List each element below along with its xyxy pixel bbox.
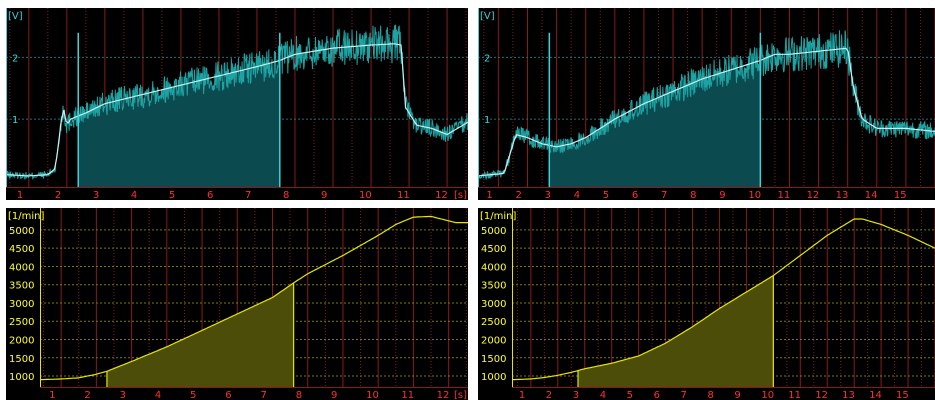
x-tick-label: 1 — [519, 390, 525, 400]
x-tick-label: 12 — [815, 390, 828, 400]
y-tick-label: 4000 — [9, 262, 34, 273]
y-tick-label: 1500 — [481, 354, 506, 365]
shaded-area — [78, 45, 280, 187]
y-tick-label: 2000 — [481, 336, 506, 347]
x-tick-label: 7 — [681, 390, 687, 400]
x-tick-label: 8 — [296, 390, 302, 400]
x-tick-label: 9 — [734, 390, 740, 400]
rpm-chart-left: 1 2 3 4 5 6 7 8 9 10 11 12 [s] 1000 1500 2000 2500 3000 35… — [6, 208, 468, 400]
rpm-line — [39, 215, 468, 381]
voltage-average-line — [6, 43, 468, 177]
y-tick-label: 1500 — [9, 354, 34, 365]
x-tick-label: 15 — [896, 390, 909, 400]
x-tick-label: 5 — [190, 390, 196, 400]
y-unit-label: [1/min] — [8, 211, 44, 222]
x-tick-label: 1 — [486, 190, 492, 200]
x-tick-label: 4 — [600, 390, 606, 400]
voltage-raw-line — [478, 30, 935, 182]
voltage-chart-right: 1 2 3 4 5 6 7 8 9 10 11 12 13 14 15 1 2 [V] — [478, 8, 935, 200]
y-tick-label: 4500 — [9, 244, 34, 255]
x-tick-label: 1 — [17, 190, 23, 200]
x-tick-label: 6 — [207, 190, 213, 200]
x-tick-label: 3 — [545, 190, 551, 200]
y-tick-label: 2500 — [9, 317, 34, 328]
x-tick-label: 2 — [84, 390, 90, 400]
x-tick-label: 9 — [331, 390, 337, 400]
x-tick-label: 5 — [627, 390, 633, 400]
x-tick-label: 6 — [225, 390, 231, 400]
y-tick-label: 3500 — [9, 281, 34, 292]
y-unit-label: [V] — [480, 11, 495, 22]
x-unit-label: [s] — [454, 390, 467, 400]
x-tick-label: 4 — [574, 190, 580, 200]
voltage-chart-left: 1 2 3 4 5 6 7 8 9 10 11 12 [s] 1 2 [V] — [6, 8, 468, 200]
voltage-average-line — [478, 47, 935, 177]
y-tick-label: 2500 — [481, 317, 506, 328]
y-tick-label: 1000 — [481, 372, 506, 383]
x-tick-label: 7 — [260, 390, 266, 400]
voltage-raw-line — [6, 24, 468, 181]
rpm-chart-right: 1 2 3 4 5 6 7 8 9 10 11 12 13 14 15 1000 1500 2000 2500 300… — [478, 208, 935, 400]
x-tick-label: 12 — [435, 190, 448, 200]
x-tick-label: 13 — [842, 390, 855, 400]
x-tick-label: 12 — [437, 390, 450, 400]
x-tick-label: 15 — [894, 190, 907, 200]
x-tick-label: 3 — [93, 190, 99, 200]
x-tick-label: 4 — [131, 190, 137, 200]
x-tick-label: 12 — [807, 190, 820, 200]
x-tick-label: 5 — [603, 190, 609, 200]
y-tick-label: 3000 — [481, 299, 506, 310]
x-tick-label: 3 — [120, 390, 126, 400]
rpm-line — [511, 218, 935, 381]
y-tick-label: 4500 — [481, 244, 506, 255]
x-tick-label: 14 — [869, 390, 882, 400]
rpm-chart-right-plot: 1 2 3 4 5 6 7 8 9 10 11 12 13 14 151000150020002500300… — [480, 208, 935, 400]
x-tick-label: 2 — [55, 190, 61, 200]
y-unit-label: [V] — [8, 11, 23, 22]
x-tick-label: 3 — [573, 390, 579, 400]
x-tick-label: 2 — [515, 190, 521, 200]
x-tick-label: 7 — [661, 190, 667, 200]
x-tick-label: 2 — [546, 390, 552, 400]
y-tick-label: 3000 — [9, 299, 34, 310]
x-tick-label: 11 — [788, 390, 801, 400]
y-tick-label: 5000 — [481, 226, 506, 237]
x-tick-label: 6 — [632, 190, 638, 200]
x-tick-label: 10 — [359, 190, 372, 200]
x-tick-label: 9 — [321, 190, 327, 200]
x-tick-label: 13 — [836, 190, 849, 200]
x-tick-label: 8 — [283, 190, 289, 200]
y-unit-label: [1/min] — [480, 211, 516, 222]
x-unit-label: [s] — [454, 190, 467, 200]
x-tick-label: 8 — [707, 390, 713, 400]
x-tick-label: 6 — [654, 390, 660, 400]
y-tick-label: 1 — [484, 115, 490, 126]
y-tick-label: 4000 — [481, 262, 506, 273]
y-tick-label: 1000 — [9, 372, 34, 383]
rpm-chart-left-plot: 1 2 3 4 5 6 7 8 9 10 11 12 [s]1000150020002500300035… — [8, 208, 468, 400]
x-tick-label: 1 — [49, 390, 55, 400]
x-tick-label: 10 — [748, 190, 761, 200]
x-tick-label: 11 — [397, 190, 410, 200]
y-tick-label: 2 — [484, 53, 490, 64]
y-tick-label: 2000 — [9, 336, 34, 347]
voltage-chart-left-plot: 1 2 3 4 5 6 7 8 9 10 11 12 [s]12[V] — [6, 8, 468, 200]
y-tick-label: 5000 — [9, 226, 34, 237]
x-tick-label: 10 — [366, 390, 379, 400]
y-tick-label: 2 — [12, 53, 18, 64]
x-tick-label: 7 — [245, 190, 251, 200]
x-tick-label: 10 — [761, 390, 774, 400]
x-tick-label: 9 — [719, 190, 725, 200]
x-tick-label: 14 — [865, 190, 878, 200]
shaded-area — [106, 282, 294, 387]
y-tick-label: 3500 — [481, 281, 506, 292]
x-tick-label: 8 — [690, 190, 696, 200]
y-tick-label: 1 — [12, 115, 18, 126]
x-tick-label: 11 — [401, 390, 414, 400]
x-tick-label: 4 — [155, 390, 161, 400]
x-tick-label: 11 — [777, 190, 790, 200]
x-tick-label: 5 — [169, 190, 175, 200]
shaded-area — [578, 275, 774, 387]
